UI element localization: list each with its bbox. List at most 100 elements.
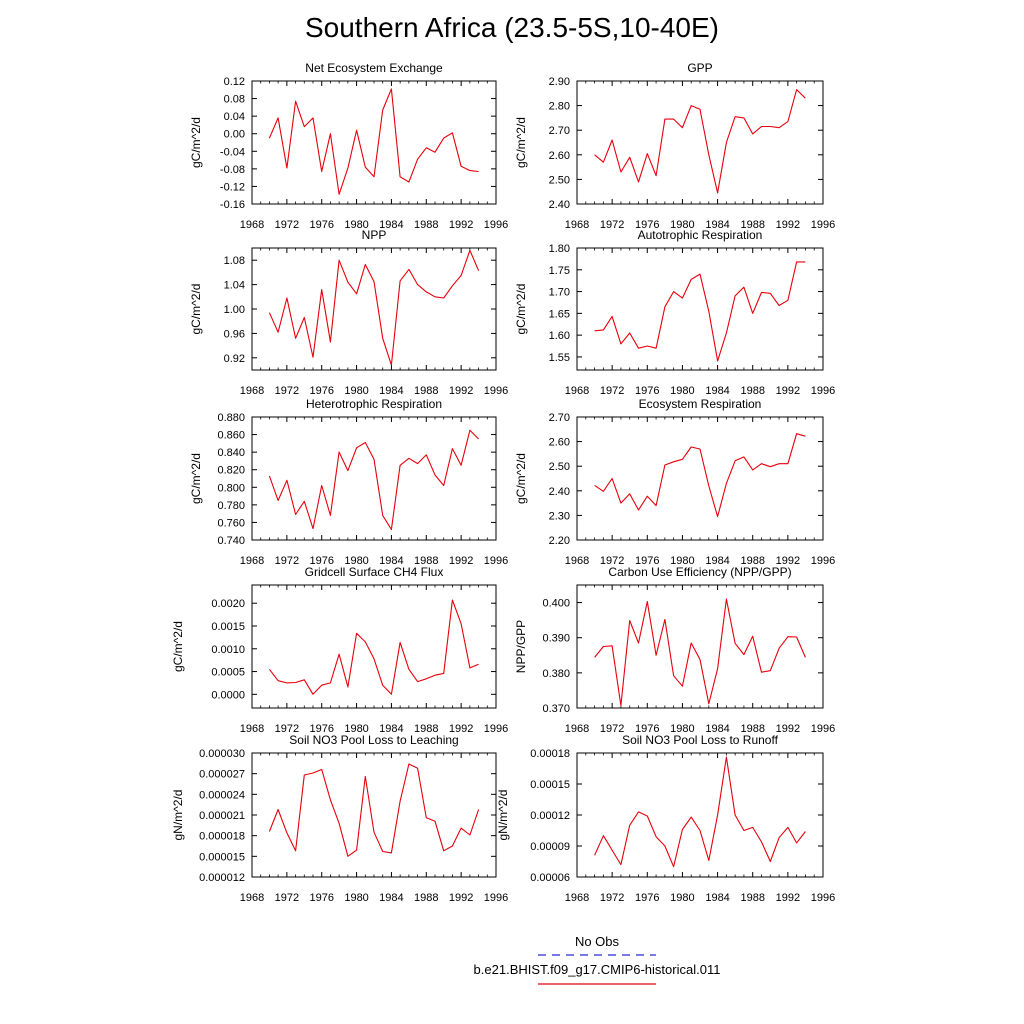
panel-1-ytick-label: 2.90 <box>549 76 570 88</box>
panel-8-xtick-label: 1996 <box>484 892 508 904</box>
panel-0-ytick-label: -0.16 <box>220 199 245 211</box>
panel-8-xtick-label: 1972 <box>275 892 299 904</box>
panel-8-ytick-label: 0.000030 <box>199 748 245 760</box>
panel-8-xtick-label: 1980 <box>344 892 368 904</box>
panel-3-frame <box>576 247 824 371</box>
panel-5-ytick-label: 2.70 <box>549 412 570 424</box>
panel-5-ytick-label: 2.30 <box>549 510 570 522</box>
panel-0-ylabel: gC/m^2/d <box>189 117 203 168</box>
panel-8-ytick-label: 0.000012 <box>199 872 245 884</box>
panel-2-ylabel: gC/m^2/d <box>189 284 203 335</box>
panel-8-title: Soil NO3 Pool Loss to Leaching <box>289 733 458 747</box>
panel-3-xtick-label: 1996 <box>811 385 835 397</box>
panel-0-ytick-label: 0.08 <box>224 94 245 106</box>
panel-4-ylabel: gC/m^2/d <box>189 453 203 504</box>
panel-6-xtick-label: 1972 <box>275 723 299 735</box>
panel-1-xtick-label: 1992 <box>776 219 800 231</box>
panel-9-ytick-label: 0.00012 <box>530 810 570 822</box>
legend-entry-obs: No Obs <box>574 934 620 949</box>
panel-4-xtick-label: 1992 <box>449 555 473 567</box>
panel-3-xtick-label: 1984 <box>705 385 729 397</box>
panel-3-xtick-label: 1988 <box>740 385 764 397</box>
panel-9-ytick-label: 0.00006 <box>530 872 570 884</box>
panel-2-title: NPP <box>362 228 387 242</box>
panel-4-xtick-label: 1996 <box>484 555 508 567</box>
panel-5-xtick-label: 1980 <box>670 555 694 567</box>
panel-1-ytick-label: 2.80 <box>549 101 570 113</box>
panel-6-xtick-label: 1984 <box>379 723 403 735</box>
panel-6-xtick-label: 1980 <box>344 723 368 735</box>
panel-5-xtick-label: 1992 <box>776 555 800 567</box>
panel-8-ytick-label: 0.000021 <box>199 810 245 822</box>
panel-9-ytick-label: 0.00018 <box>530 748 570 760</box>
panel-0-ytick-label: -0.08 <box>220 164 245 176</box>
panel-7-xtick-label: 1984 <box>705 723 729 735</box>
panel-6-ytick-label: 0.0005 <box>211 667 245 679</box>
panel-3-ytick-label: 1.70 <box>549 287 570 299</box>
panel-2-ytick-label: 1.08 <box>224 255 245 267</box>
panel-9-frame <box>576 752 824 878</box>
panel-5-title: Ecosystem Respiration <box>639 397 762 411</box>
panel-4-xtick-label: 1980 <box>344 555 368 567</box>
panel-3-ytick-label: 1.55 <box>549 352 570 364</box>
panel-2-xtick-label: 1972 <box>275 385 299 397</box>
panel-7-series-line <box>594 598 806 707</box>
panel-1-title: GPP <box>687 61 712 75</box>
panel-1-ytick-label: 2.60 <box>549 150 570 162</box>
panel-2-frame <box>251 247 497 371</box>
panel-8-xtick-label: 1984 <box>379 892 403 904</box>
panel-4-ytick-label: 0.800 <box>217 482 245 494</box>
panel-7-ytick-label: 0.400 <box>542 598 570 610</box>
panel-6-ytick-label: 0.0010 <box>211 644 245 656</box>
panel-3-xtick-label: 1976 <box>635 385 659 397</box>
panel-1-series-line <box>594 89 806 194</box>
panel-7-title: Carbon Use Efficiency (NPP/GPP) <box>608 565 791 579</box>
panel-6-xtick-label: 1976 <box>309 723 333 735</box>
panel-0-title: Net Ecosystem Exchange <box>305 61 443 75</box>
panel-6-xtick-label: 1968 <box>240 723 264 735</box>
panel-1-xtick-label: 1996 <box>811 219 835 231</box>
panel-8-ytick-label: 0.000024 <box>199 789 245 801</box>
panel-2-series-line <box>268 249 480 366</box>
panel-4-xtick-label: 1984 <box>379 555 403 567</box>
panel-5-xtick-label: 1996 <box>811 555 835 567</box>
panel-8-ylabel: gN/m^2/d <box>171 790 185 841</box>
panel-5-xtick-label: 1972 <box>600 555 624 567</box>
panel-2-xtick-label: 1992 <box>449 385 473 397</box>
panel-1-xtick-label: 1984 <box>705 219 729 231</box>
panel-3-ylabel: gC/m^2/d <box>514 284 528 335</box>
panel-9-xtick-label: 1988 <box>740 892 764 904</box>
panel-0-frame <box>251 80 497 205</box>
panel-3-xtick-label: 1972 <box>600 385 624 397</box>
panel-4-xtick-label: 1976 <box>309 555 333 567</box>
panel-7-xtick-label: 1976 <box>635 723 659 735</box>
panel-9-ytick-label: 0.00009 <box>530 841 570 853</box>
panel-6-frame <box>251 584 497 709</box>
panel-6-title: Gridcell Surface CH4 Flux <box>305 565 444 579</box>
panel-1-ytick-label: 2.50 <box>549 174 570 186</box>
panel-6-ytick-label: 0.0000 <box>211 689 245 701</box>
panel-9-ylabel: gN/m^2/d <box>496 790 510 841</box>
panel-0-ytick-label: 0.12 <box>224 76 245 88</box>
panel-4-frame <box>251 416 497 541</box>
panel-3-ytick-label: 1.65 <box>549 308 570 320</box>
panel-5-ytick-label: 2.60 <box>549 437 570 449</box>
panel-0-xtick-label: 1972 <box>275 219 299 231</box>
panel-5-xtick-label: 1984 <box>705 555 729 567</box>
panel-7-ytick-label: 0.390 <box>542 633 570 645</box>
panel-5-series-line <box>594 433 806 518</box>
panel-7-xtick-label: 1992 <box>776 723 800 735</box>
panel-8-xtick-label: 1976 <box>309 892 333 904</box>
panel-8-xtick-label: 1968 <box>240 892 264 904</box>
panel-4-ytick-label: 0.780 <box>217 500 245 512</box>
panel-0-xtick-label: 1992 <box>449 219 473 231</box>
panel-5-ylabel: gC/m^2/d <box>514 453 528 504</box>
panel-2-xtick-label: 1968 <box>240 385 264 397</box>
panel-2-xtick-label: 1996 <box>484 385 508 397</box>
panel-9-title: Soil NO3 Pool Loss to Runoff <box>622 733 779 747</box>
panel-2-ytick-label: 1.00 <box>224 304 245 316</box>
panel-4-ytick-label: 0.880 <box>217 412 245 424</box>
page-title: Southern Africa (23.5-5S,10-40E) <box>304 12 719 43</box>
panel-1-ytick-label: 2.70 <box>549 125 570 137</box>
panel-5-xtick-label: 1968 <box>565 555 589 567</box>
